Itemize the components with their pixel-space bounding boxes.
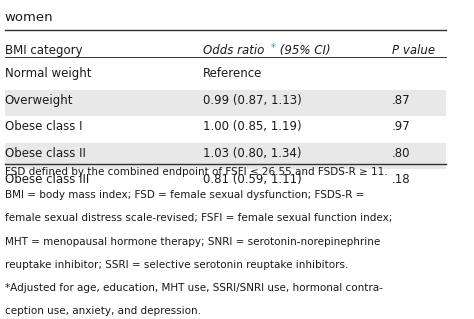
Text: .97: .97 (392, 120, 410, 133)
Bar (5, 90, 446, 116)
Text: Overweight: Overweight (5, 94, 73, 107)
Text: Obese class III: Obese class III (5, 173, 89, 186)
Text: ception use, anxiety, and depression.: ception use, anxiety, and depression. (5, 306, 201, 316)
Text: BMI = body mass index; FSD = female sexual dysfunction; FSDS-R =: BMI = body mass index; FSD = female sexu… (5, 190, 364, 200)
Text: .80: .80 (392, 147, 410, 160)
Text: Reference: Reference (203, 67, 262, 80)
Text: 0.99 (0.87, 1.13): 0.99 (0.87, 1.13) (203, 94, 301, 107)
Text: Obese class II: Obese class II (5, 147, 85, 160)
Text: 1.00 (0.85, 1.19): 1.00 (0.85, 1.19) (203, 120, 301, 133)
Bar (5, 143, 446, 169)
Text: FSD defined by the combined endpoint of FSFI ≤ 26.55 and FSDS-R ≥ 11.: FSD defined by the combined endpoint of … (5, 167, 387, 177)
Text: Odds ratio: Odds ratio (203, 44, 264, 57)
Text: 0.81 (0.59, 1.11): 0.81 (0.59, 1.11) (203, 173, 301, 186)
Text: (95% CI): (95% CI) (276, 44, 331, 57)
Text: 1.03 (0.80, 1.34): 1.03 (0.80, 1.34) (203, 147, 301, 160)
Text: *Adjusted for age, education, MHT use, SSRI/SNRI use, hormonal contra-: *Adjusted for age, education, MHT use, S… (5, 283, 383, 293)
Text: women: women (5, 11, 53, 24)
Text: .18: .18 (392, 173, 410, 186)
Text: *: * (271, 43, 276, 53)
Text: BMI category: BMI category (5, 44, 82, 57)
Text: Normal weight: Normal weight (5, 67, 91, 80)
Text: MHT = menopausal hormone therapy; SNRI = serotonin-norepinephrine: MHT = menopausal hormone therapy; SNRI =… (5, 237, 380, 247)
Text: reuptake inhibitor; SSRI = selective serotonin reuptake inhibitors.: reuptake inhibitor; SSRI = selective ser… (5, 260, 348, 270)
Text: Obese class I: Obese class I (5, 120, 82, 133)
Text: female sexual distress scale-revised; FSFI = female sexual function index;: female sexual distress scale-revised; FS… (5, 213, 392, 223)
Text: P value: P value (392, 44, 435, 57)
Text: .87: .87 (392, 94, 410, 107)
